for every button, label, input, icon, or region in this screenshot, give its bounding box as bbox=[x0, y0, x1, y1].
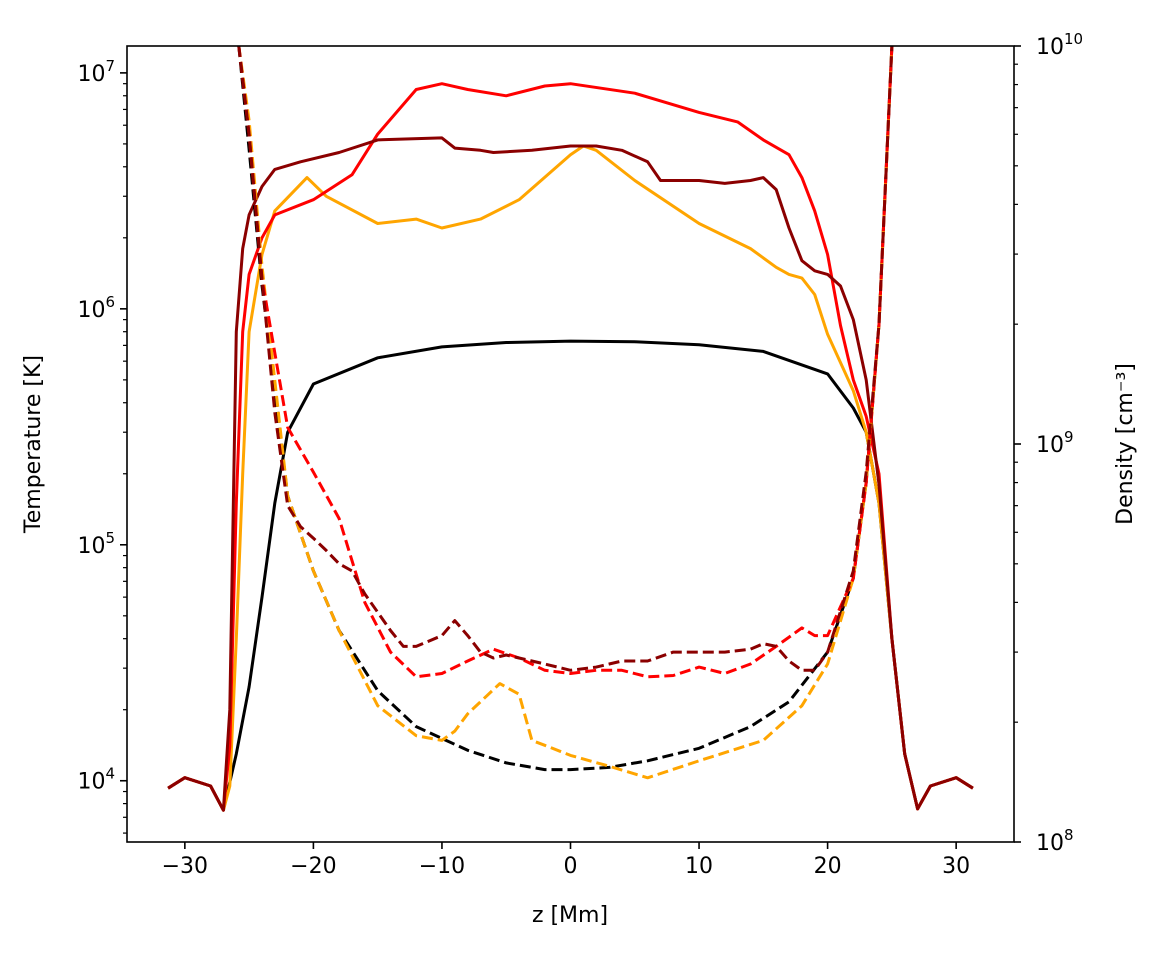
series-layer bbox=[167, 46, 974, 812]
x-tick-label: 10 bbox=[685, 854, 713, 879]
x-tick-label: −10 bbox=[419, 854, 465, 879]
y-axis-left-label: Temperature [K] bbox=[21, 355, 46, 534]
plot-area bbox=[127, 46, 1014, 842]
x-tick-label: −20 bbox=[290, 854, 336, 879]
series-line-7 bbox=[237, 46, 894, 679]
y-axis-left: 104 105 106 107 bbox=[77, 57, 127, 834]
x-axis: −30 −20 −10 0 10 20 30 bbox=[162, 842, 970, 879]
y-left-tick-label: 106 bbox=[77, 293, 115, 323]
x-tick-label: −30 bbox=[162, 854, 208, 879]
x-axis-label: z [Mm] bbox=[532, 903, 608, 928]
series-line-4 bbox=[167, 136, 974, 812]
y-left-tick-label: 107 bbox=[77, 57, 115, 87]
y-left-tick-label: 104 bbox=[77, 765, 115, 795]
x-tick-label: 0 bbox=[564, 854, 578, 879]
y-axis-right-label: Density [cm⁻³] bbox=[1113, 363, 1138, 525]
y-right-tick-label: 108 bbox=[1036, 826, 1074, 856]
y-right-tick-label: 1010 bbox=[1036, 30, 1083, 60]
x-tick-label: 30 bbox=[942, 854, 970, 879]
y-left-tick-label: 105 bbox=[77, 529, 115, 559]
x-tick-label: 20 bbox=[814, 854, 842, 879]
y-axis-right: 108 109 1010 bbox=[1014, 30, 1083, 856]
series-line-6 bbox=[237, 46, 894, 780]
y-right-tick-label: 109 bbox=[1036, 428, 1074, 458]
series-line-8 bbox=[237, 46, 894, 672]
